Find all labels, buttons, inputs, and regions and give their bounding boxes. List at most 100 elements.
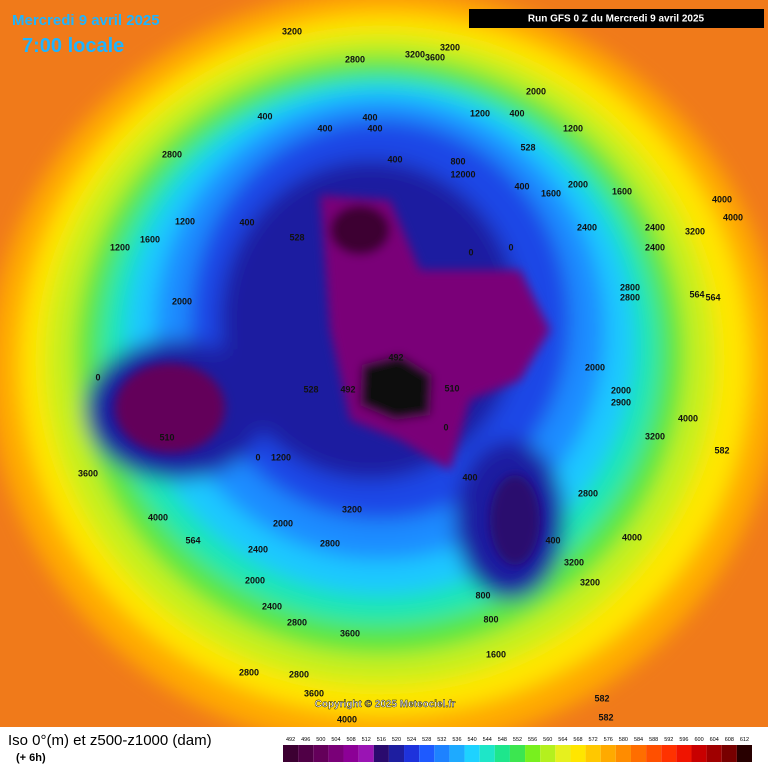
- contour-label: 400: [257, 111, 272, 121]
- contour-label: 400: [362, 112, 377, 122]
- legend-label: 552: [513, 737, 522, 743]
- legend-label: 560: [543, 737, 552, 743]
- contour-label: 1600: [612, 186, 632, 196]
- legend-label: 564: [558, 737, 567, 743]
- legend-label: 492: [286, 737, 295, 743]
- color-legend: 492 496 500 504 508 512 516 520 524 528 532 536 540 5…: [283, 737, 752, 762]
- contour-label: 400: [317, 123, 332, 133]
- contour-label: 400: [387, 154, 402, 164]
- run-info: Run GFS 0 Z du Mercredi 9 avril 2025: [528, 14, 705, 25]
- contour-label: 492: [388, 352, 403, 362]
- legend-label: 608: [725, 737, 734, 743]
- contour-label: 2000: [611, 385, 631, 395]
- contour-label: 4000: [723, 212, 743, 222]
- contour-label: 2800: [620, 282, 640, 292]
- contour-label: 0: [95, 372, 100, 382]
- run-box: [469, 9, 764, 28]
- contour-label: 0: [508, 242, 513, 252]
- contour-label: 2400: [248, 544, 268, 554]
- legend-label: 544: [483, 737, 492, 743]
- legend-swatch: [615, 745, 631, 762]
- contour-label: 582: [594, 693, 609, 703]
- legend-label: 568: [573, 737, 582, 743]
- contour-label: 0: [255, 452, 260, 462]
- contour-label: 528: [303, 384, 318, 394]
- legend-label: 496: [301, 737, 310, 743]
- contour-label: 1200: [470, 108, 490, 118]
- legend-swatch: [600, 745, 616, 762]
- contour-label: 0: [443, 422, 448, 432]
- contour-label: 3200: [282, 26, 302, 36]
- legend-label: 520: [392, 737, 401, 743]
- contour-label: 1200: [175, 216, 195, 226]
- legend-swatch: [646, 745, 662, 762]
- contour-label: 2000: [526, 86, 546, 96]
- legend-swatch: [313, 745, 329, 762]
- contour-label: 3600: [425, 52, 445, 62]
- legend-swatch: [555, 745, 571, 762]
- contour-label: 2800: [287, 617, 307, 627]
- contour-label: 2800: [320, 538, 340, 548]
- legend-label: 612: [740, 737, 749, 743]
- legend-swatch: [570, 745, 586, 762]
- legend-label: 588: [649, 737, 658, 743]
- contour-label: 1200: [110, 242, 130, 252]
- contour-label: 400: [509, 108, 524, 118]
- legend-label: 604: [710, 737, 719, 743]
- legend-label: 500: [316, 737, 325, 743]
- contour-label: 400: [514, 181, 529, 191]
- contour-label: 2800: [239, 667, 259, 677]
- contour-label: 3600: [304, 688, 324, 698]
- legend-label: 528: [422, 737, 431, 743]
- contour-label: 400: [367, 123, 382, 133]
- legend-swatch: [328, 745, 344, 762]
- legend-swatch: [434, 745, 450, 762]
- contour-label: 2000: [172, 296, 192, 306]
- contour-label: 1200: [271, 452, 291, 462]
- contour-label: 2400: [645, 222, 665, 232]
- contour-label: 2400: [262, 601, 282, 611]
- contour-label: 3200: [405, 49, 425, 59]
- legend-label: 556: [528, 737, 537, 743]
- contour-label: 2400: [645, 242, 665, 252]
- legend-swatch: [298, 745, 314, 762]
- contour-label: 510: [444, 383, 459, 393]
- footer-step: (+ 6h): [16, 752, 46, 764]
- contour-label: 400: [462, 472, 477, 482]
- contour-label: 528: [520, 142, 535, 152]
- contour-label: 4000: [148, 512, 168, 522]
- legend-swatch: [404, 745, 420, 762]
- legend-label: 572: [589, 737, 598, 743]
- contour-label: 1600: [541, 188, 561, 198]
- legend-swatch: [525, 745, 541, 762]
- contour-label: 4000: [712, 194, 732, 204]
- contour-label: 2900: [611, 397, 631, 407]
- contour-label: 2000: [245, 575, 265, 585]
- legend-swatch: [494, 745, 510, 762]
- legend-label: 512: [362, 737, 371, 743]
- legend-swatch: [736, 745, 752, 762]
- legend-label: 592: [664, 737, 673, 743]
- contour-label: 492: [340, 384, 355, 394]
- legend-label: 600: [694, 737, 703, 743]
- legend-swatch: [479, 745, 495, 762]
- legend-swatch: [706, 745, 722, 762]
- legend-label: 524: [407, 737, 416, 743]
- legend-swatch: [721, 745, 737, 762]
- legend-swatch: [464, 745, 480, 762]
- contour-label: 582: [714, 445, 729, 455]
- contour-label: 2800: [620, 292, 640, 302]
- legend-label: 508: [346, 737, 355, 743]
- contour-label: 4000: [337, 714, 357, 724]
- contour-label: 2800: [345, 54, 365, 64]
- contour-label: 400: [239, 217, 254, 227]
- contour-label: 1600: [140, 234, 160, 244]
- legend-label: 540: [468, 737, 477, 743]
- legend-swatch: [691, 745, 707, 762]
- contour-label: 3600: [340, 628, 360, 638]
- contour-label: 400: [545, 535, 560, 545]
- contour-label: 2000: [568, 179, 588, 189]
- contour-label: 2800: [162, 149, 182, 159]
